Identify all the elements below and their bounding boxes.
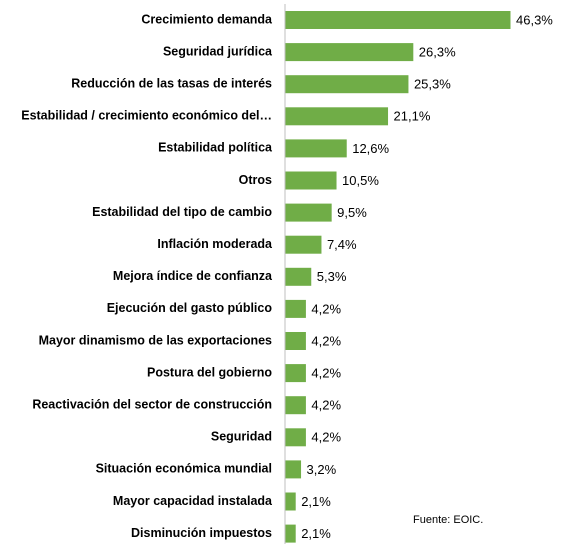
category-label: Postura del gobierno	[147, 365, 272, 379]
category-label: Mejora índice de confianza	[113, 269, 273, 283]
value-label: 9,5%	[337, 205, 367, 220]
bar	[285, 299, 306, 318]
category-label: Otros	[239, 173, 272, 187]
value-label: 4,2%	[311, 301, 341, 316]
bar	[285, 75, 409, 94]
bar	[285, 43, 414, 62]
category-label: Estabilidad del tipo de cambio	[92, 205, 272, 219]
bar	[285, 107, 389, 126]
value-label: 4,2%	[311, 366, 341, 381]
source-note: Fuente: EOIC.	[413, 514, 483, 526]
bar	[285, 203, 332, 222]
value-label: 12,6%	[352, 141, 389, 156]
category-label: Seguridad jurídica	[163, 44, 273, 58]
bar	[285, 235, 322, 254]
bar	[285, 332, 306, 350]
bar	[285, 139, 347, 158]
value-label: 26,3%	[419, 45, 456, 60]
category-label: Reactivación del sector de construcción	[32, 397, 272, 411]
value-label: 7,4%	[327, 237, 357, 252]
value-label: 10,5%	[342, 173, 379, 188]
category-label: Estabilidad política	[158, 141, 273, 155]
category-label: Mayor dinamismo de las exportaciones	[39, 333, 272, 347]
value-label: 4,2%	[311, 398, 341, 413]
bar	[285, 171, 337, 190]
category-label: Ejecución del gasto público	[107, 301, 273, 315]
category-label: Seguridad	[211, 430, 272, 444]
bar	[285, 396, 306, 415]
category-label: Disminución impuestos	[131, 526, 272, 540]
category-label: Estabilidad / crecimiento económico del…	[21, 109, 272, 123]
value-label: 5,3%	[317, 269, 347, 284]
value-label: 2,1%	[301, 526, 331, 541]
bar	[285, 428, 306, 447]
category-label: Reducción de las tasas de interés	[71, 76, 272, 90]
value-label: 21,1%	[394, 109, 431, 124]
value-label: 4,2%	[311, 333, 341, 348]
category-label: Crecimiento demanda	[141, 12, 273, 26]
value-label: 3,2%	[307, 462, 337, 477]
bar	[285, 492, 296, 511]
value-label: 4,2%	[311, 430, 341, 445]
value-label: 2,1%	[301, 494, 331, 509]
bar	[285, 364, 306, 383]
category-label: Situación económica mundial	[96, 462, 272, 476]
value-label: 46,3%	[516, 12, 553, 27]
category-label: Inflación moderada	[157, 237, 273, 251]
value-label: 25,3%	[414, 77, 451, 92]
bar	[285, 460, 302, 479]
bar	[285, 524, 296, 543]
bar	[285, 267, 312, 286]
bar	[285, 11, 511, 29]
category-label: Mayor capacidad instalada	[113, 494, 273, 508]
